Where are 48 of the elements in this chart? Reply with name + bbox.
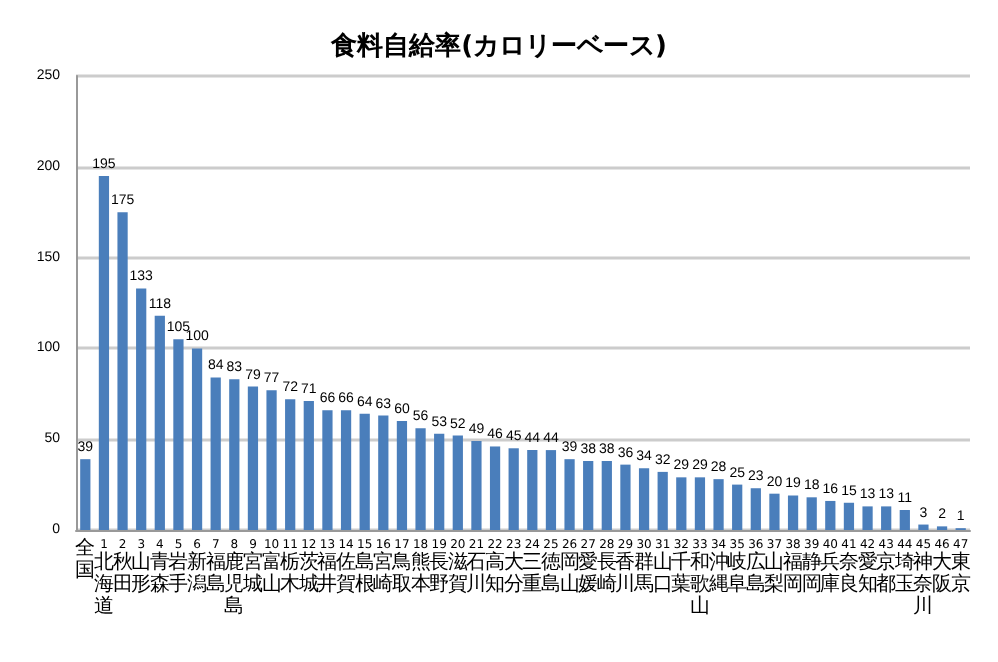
bar	[303, 401, 314, 530]
bar	[508, 448, 519, 530]
bar	[713, 479, 724, 530]
bar	[117, 212, 128, 530]
bar	[769, 493, 780, 530]
bar	[229, 379, 240, 530]
bar	[98, 175, 110, 530]
bar	[638, 468, 650, 530]
bar	[732, 484, 743, 530]
bar	[340, 410, 352, 530]
bar	[210, 377, 221, 530]
bar	[266, 390, 277, 530]
bar	[322, 410, 333, 530]
bar	[285, 399, 296, 530]
bar	[471, 441, 482, 530]
bar	[676, 477, 687, 530]
bar	[620, 464, 631, 530]
x-tick-label: 全国	[75, 536, 96, 582]
bar	[489, 446, 501, 530]
bar	[173, 339, 184, 530]
bar	[806, 497, 817, 530]
bar	[862, 506, 873, 530]
bar	[452, 435, 463, 530]
bar	[154, 315, 165, 530]
bar	[583, 460, 594, 530]
bar	[825, 500, 836, 530]
bar	[564, 459, 575, 530]
bar	[415, 428, 426, 530]
chart-title: 食料自給率(カロリーベース)	[329, 30, 667, 62]
bar	[694, 477, 706, 530]
bar	[899, 510, 910, 530]
bar	[787, 495, 799, 530]
bar	[657, 471, 668, 530]
bar	[434, 433, 445, 530]
bar	[191, 348, 203, 530]
bar	[750, 488, 761, 530]
bar	[601, 460, 612, 530]
bar	[843, 502, 855, 530]
bar	[247, 386, 259, 530]
bar	[396, 421, 408, 530]
bar	[881, 506, 892, 530]
bar	[359, 413, 370, 530]
bar	[545, 450, 557, 530]
bar	[80, 459, 91, 530]
bar	[918, 524, 929, 530]
bar	[378, 415, 389, 530]
bar	[527, 450, 538, 530]
bar	[136, 288, 147, 530]
